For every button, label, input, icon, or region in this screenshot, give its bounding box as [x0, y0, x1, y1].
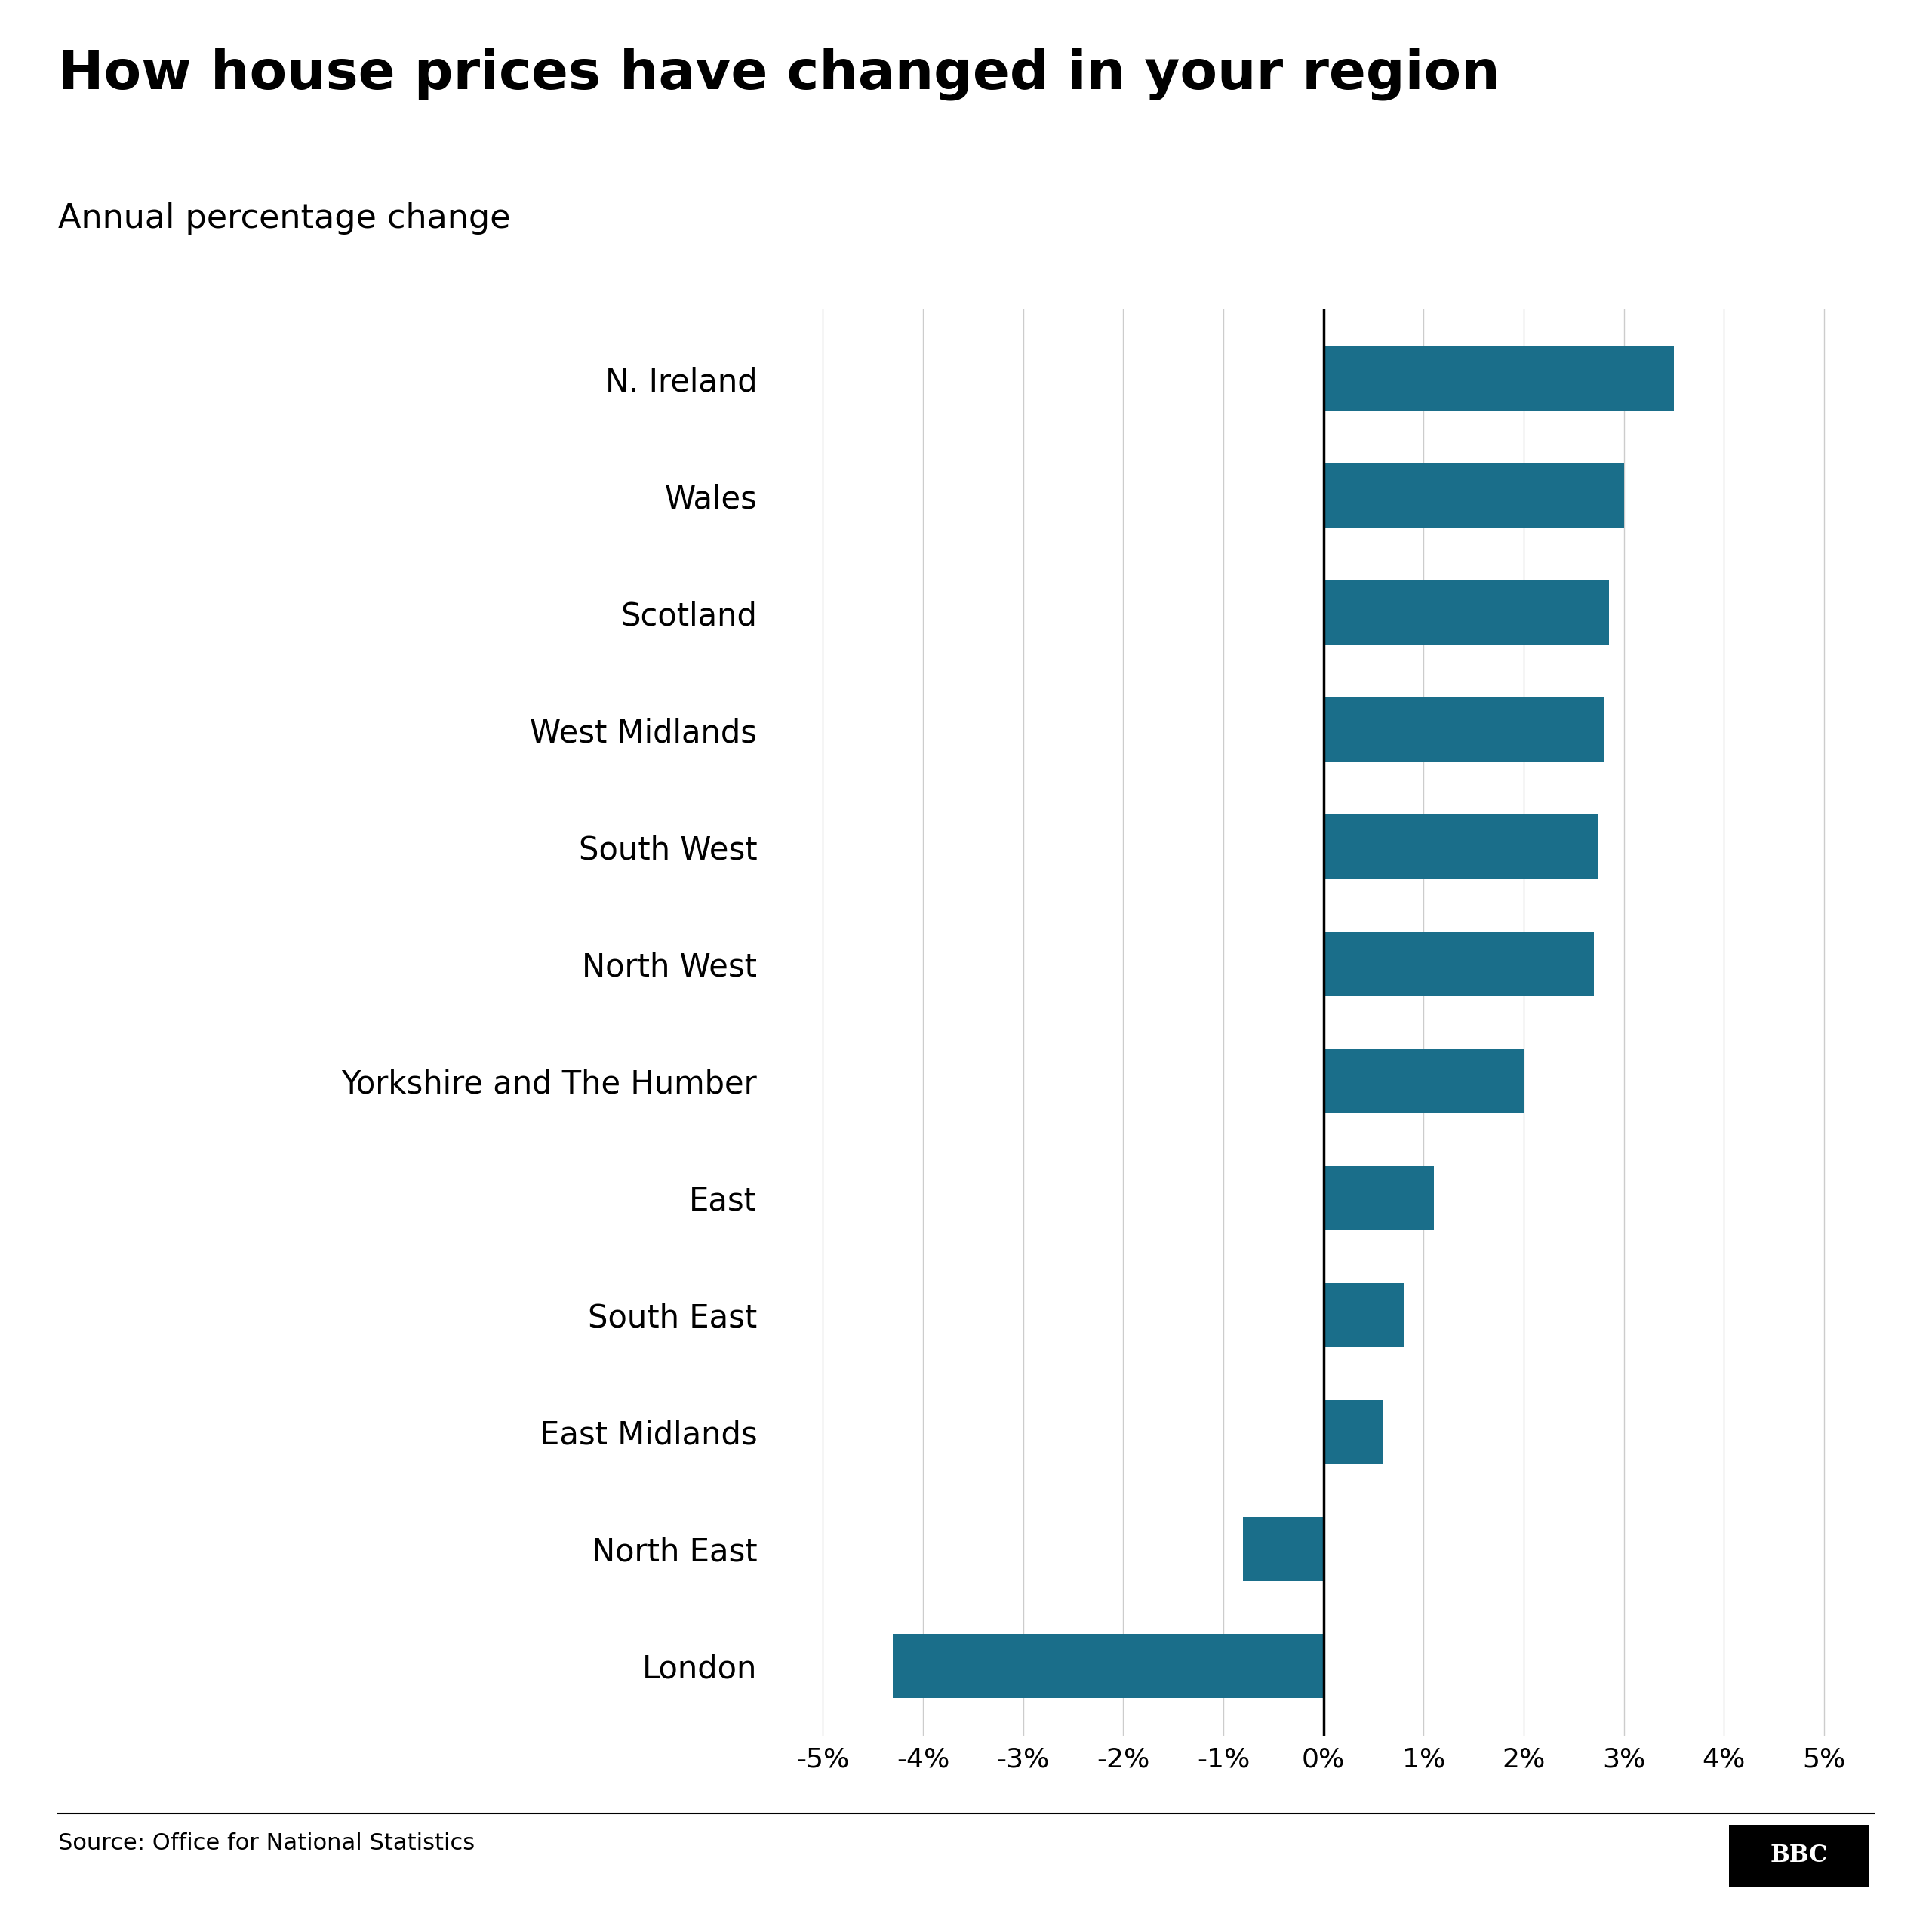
- Bar: [1323, 698, 1604, 762]
- Bar: [1323, 347, 1673, 411]
- Text: BBC: BBC: [1770, 1844, 1828, 1867]
- Bar: [1323, 1400, 1383, 1464]
- Bar: [1323, 1165, 1434, 1231]
- Bar: [893, 1634, 1323, 1698]
- Bar: [1323, 581, 1609, 644]
- Bar: [1244, 1516, 1323, 1582]
- Text: Source: Office for National Statistics: Source: Office for National Statistics: [58, 1833, 475, 1854]
- Bar: [1323, 1049, 1524, 1113]
- Text: Annual percentage change: Annual percentage change: [58, 203, 510, 235]
- Bar: [1323, 814, 1598, 880]
- Bar: [1323, 1283, 1403, 1346]
- Text: How house prices have changed in your region: How house prices have changed in your re…: [58, 48, 1499, 100]
- Bar: [1323, 932, 1594, 995]
- Bar: [1323, 463, 1623, 529]
